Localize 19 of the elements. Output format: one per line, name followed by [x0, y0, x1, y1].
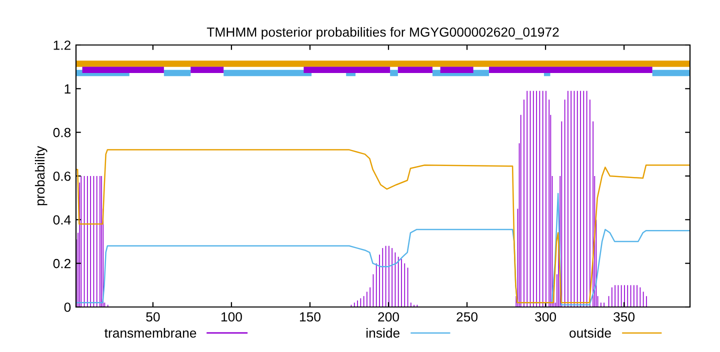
y-tick-label: 0.2	[53, 258, 70, 268]
x-tick-label: 250	[456, 312, 478, 322]
chart-title: TMHMM posterior probabilities for MGYG000002620_01972	[206, 27, 559, 40]
legend-label: inside	[366, 328, 400, 338]
x-tick-label: 300	[535, 312, 556, 322]
x-tick-label: 200	[378, 312, 399, 322]
x-tick-label: 150	[300, 312, 320, 322]
x-tick-label: 100	[221, 312, 242, 322]
y-tick-label: 1	[64, 84, 70, 94]
legend-label: outside	[570, 328, 611, 338]
x-tick-label: 350	[614, 312, 635, 322]
y-tick-label: 0	[64, 302, 71, 312]
y-tick-label: 0.6	[53, 172, 71, 181]
x-tick-label: 50	[146, 312, 160, 322]
y-tick-label: 0.4	[53, 215, 71, 225]
y-axis-title: probability	[34, 146, 48, 206]
y-tick-label: 1.2	[54, 40, 70, 50]
legend-label: transmembrane	[104, 328, 196, 338]
y-tick-label: 0.8	[53, 128, 71, 138]
